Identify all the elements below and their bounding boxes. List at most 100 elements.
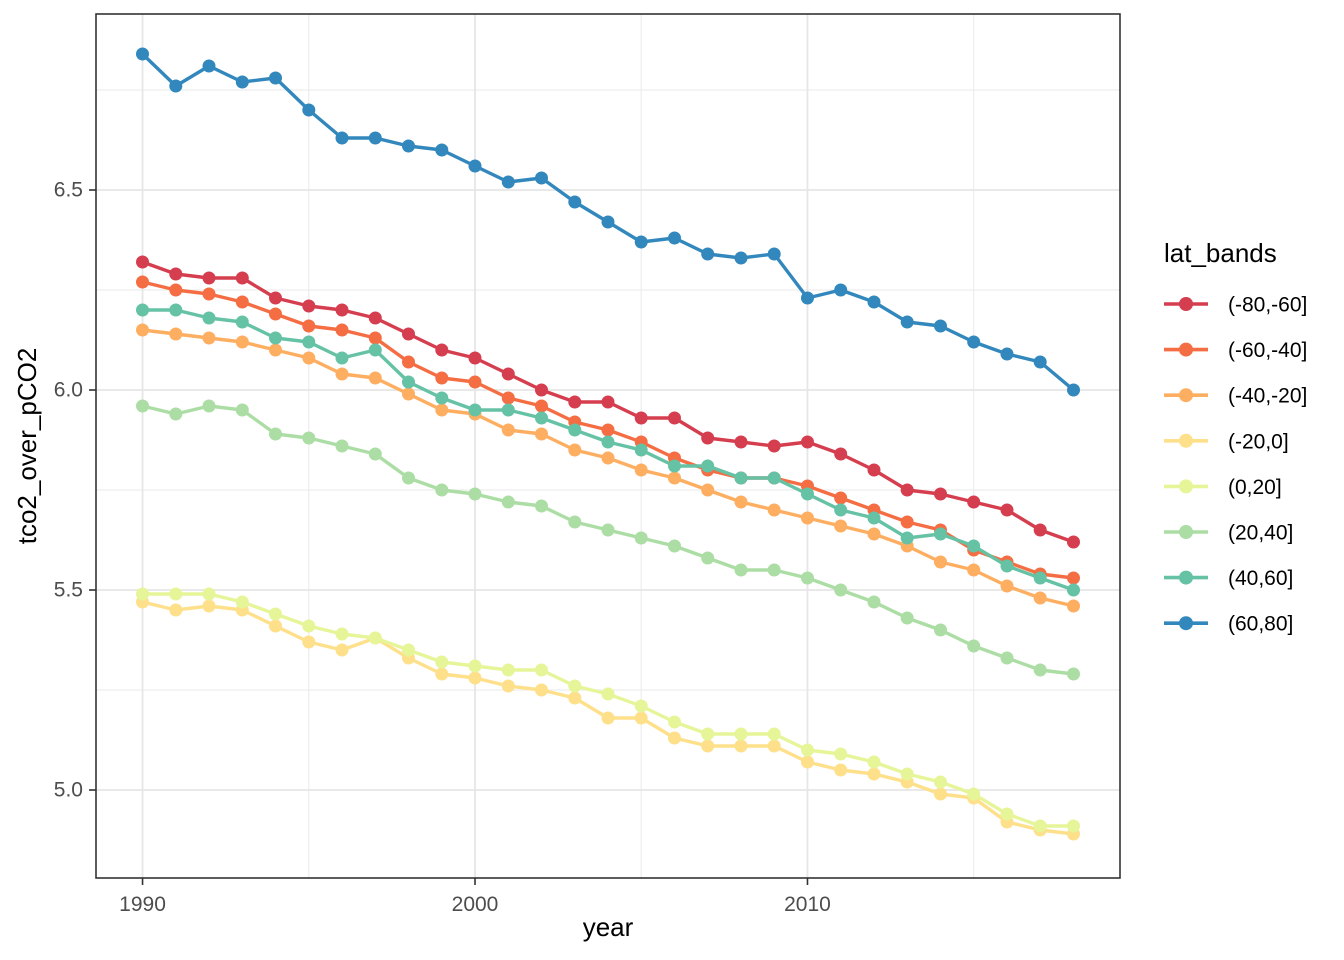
data-point <box>1033 355 1047 369</box>
data-point <box>601 451 615 465</box>
data-point <box>368 131 382 145</box>
data-point <box>335 643 349 657</box>
data-point <box>601 215 615 229</box>
data-point <box>767 503 781 517</box>
data-point <box>767 247 781 261</box>
data-point <box>335 323 349 337</box>
data-point <box>867 511 881 525</box>
data-point <box>701 551 715 565</box>
data-point <box>668 471 681 485</box>
data-point <box>235 271 249 285</box>
legend-label: (-80,-60] <box>1228 294 1307 317</box>
data-point <box>1067 819 1080 833</box>
data-point <box>900 315 914 329</box>
legend-item: (-80,-60] <box>1164 294 1307 317</box>
data-point <box>302 319 316 333</box>
data-point <box>767 739 781 753</box>
data-point <box>368 331 382 345</box>
y-axis-title: tco2_over_pCO2 <box>12 348 42 545</box>
data-point <box>967 787 981 801</box>
legend-label: (0,20] <box>1228 476 1282 499</box>
data-point <box>468 403 482 417</box>
series-(-80,-60] <box>136 255 1080 549</box>
data-point <box>1033 663 1047 677</box>
x-tick-label: 1990 <box>119 893 166 916</box>
data-point <box>668 459 681 473</box>
data-point <box>900 767 914 781</box>
data-point <box>1000 579 1014 593</box>
data-point <box>568 195 582 209</box>
data-point <box>967 539 981 553</box>
data-point <box>767 727 781 741</box>
data-point <box>934 487 947 501</box>
y-tick-label: 5.0 <box>54 779 83 802</box>
data-point <box>535 663 548 677</box>
data-point <box>967 335 981 349</box>
data-point <box>535 399 548 413</box>
data-point <box>335 351 349 365</box>
legend-label: (20,40] <box>1228 522 1293 545</box>
data-point <box>734 251 748 265</box>
series-(40,60] <box>136 303 1080 597</box>
data-point <box>701 247 715 261</box>
data-point <box>136 303 149 317</box>
data-point <box>202 331 216 345</box>
data-point <box>501 367 515 381</box>
data-point <box>701 727 715 741</box>
series-line <box>140 328 1076 608</box>
data-point <box>834 763 848 777</box>
legend-key-point <box>1179 570 1193 585</box>
data-point <box>934 775 947 789</box>
legend-item: (0,20] <box>1164 476 1282 499</box>
data-point <box>834 583 848 597</box>
data-point <box>302 431 316 445</box>
data-point <box>535 411 548 425</box>
data-point <box>867 527 881 541</box>
data-point <box>668 731 681 745</box>
data-point <box>202 59 216 73</box>
data-point <box>801 743 814 757</box>
data-point <box>368 631 382 645</box>
data-point <box>535 499 548 513</box>
data-point <box>867 595 881 609</box>
data-point <box>435 483 449 497</box>
data-point <box>501 495 515 509</box>
data-point <box>202 271 216 285</box>
data-point <box>402 375 415 389</box>
data-point <box>501 679 515 693</box>
data-point <box>402 471 415 485</box>
data-point <box>235 295 249 309</box>
data-point <box>801 487 814 501</box>
y-tick-label: 6.5 <box>54 179 83 202</box>
legend-label: (-20,0] <box>1228 430 1289 453</box>
data-point <box>1067 599 1080 613</box>
data-point <box>235 315 249 329</box>
data-point <box>468 351 482 365</box>
data-point <box>767 563 781 577</box>
data-point <box>169 603 183 617</box>
data-point <box>402 139 415 153</box>
data-point <box>701 739 715 753</box>
data-point <box>136 255 149 269</box>
data-point <box>468 159 482 173</box>
data-point <box>1000 347 1014 361</box>
data-point <box>834 503 848 517</box>
data-point <box>601 711 615 725</box>
data-point <box>568 691 582 705</box>
data-point <box>568 679 582 693</box>
data-point <box>335 303 349 317</box>
data-point <box>435 403 449 417</box>
data-point <box>169 283 183 297</box>
data-point <box>302 299 316 313</box>
panel-border <box>95 13 1121 879</box>
data-point <box>335 131 349 145</box>
series-(0,20] <box>136 587 1080 833</box>
data-point <box>801 571 814 585</box>
data-point <box>1033 591 1047 605</box>
data-point <box>402 643 415 657</box>
data-point <box>834 491 848 505</box>
data-point <box>967 639 981 653</box>
data-point <box>435 391 449 405</box>
